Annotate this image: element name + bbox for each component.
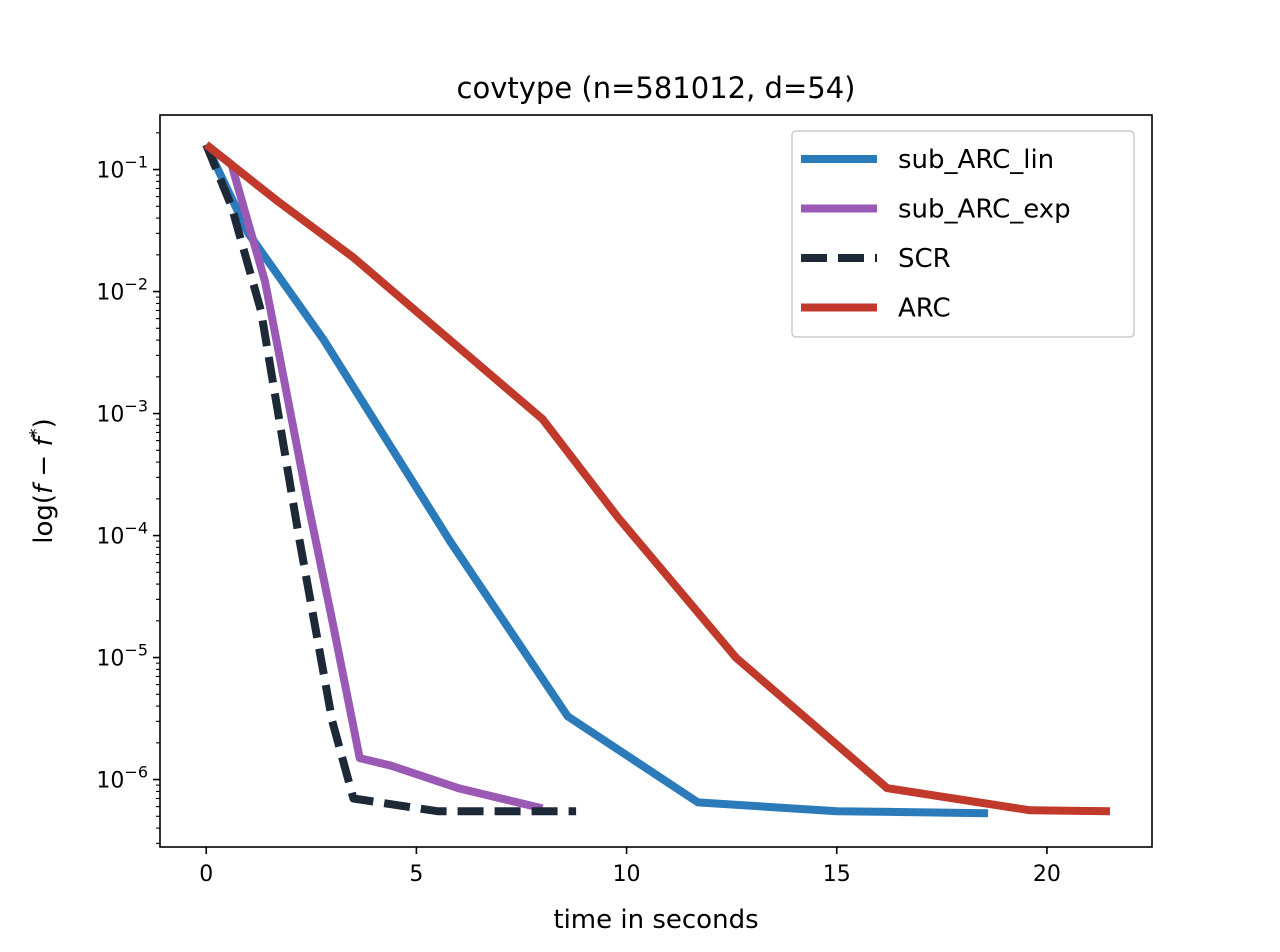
x-tick-label: 0 [199, 862, 213, 887]
legend-label: SCR [898, 244, 951, 274]
series-line-sub-arc-lin [202, 142, 989, 818]
legend-label: sub_ARC_exp [898, 195, 1071, 225]
y-tick-label: 10−6 [96, 763, 148, 794]
axis-ticks: 0 5 10 15 20 10−1 10−2 10−3 10−4 10−5 10−6 [96, 132, 1061, 887]
x-tick-label: 5 [409, 862, 423, 887]
legend: sub_ARC_lin sub_ARC_exp SCR ARC [791, 130, 1135, 338]
plot-series [202, 141, 1111, 818]
y-axis-label-minus: − [29, 447, 59, 485]
y-tick-label: 10−1 [96, 153, 148, 184]
series-line-sub-arc-exp [203, 141, 544, 813]
x-tick-label: 10 [613, 862, 641, 887]
x-axis-label: time in seconds [553, 905, 758, 935]
series-line-scr [202, 143, 577, 816]
x-tick-label: 15 [823, 862, 851, 887]
y-tick-label: 10−3 [96, 397, 148, 428]
y-tick-label: 10−4 [96, 519, 148, 550]
legend-label: ARC [898, 294, 951, 324]
legend-label: sub_ARC_lin [898, 145, 1054, 175]
y-axis-label-prefix: log( [29, 494, 59, 544]
y-axis-label-suffix: ) [29, 418, 59, 428]
plot-frame [159, 114, 1153, 848]
x-tick-label: 20 [1033, 862, 1061, 887]
y-tick-label: 10−2 [96, 275, 148, 306]
chart-title: covtype (n=581012, d=54) [457, 71, 856, 105]
y-axis-label-star: * [26, 428, 47, 437]
y-tick-label: 10−5 [96, 641, 148, 672]
legend-box [791, 130, 1135, 338]
y-axis-label: log(f − f*) [26, 418, 60, 544]
series-line-arc [203, 141, 1111, 816]
